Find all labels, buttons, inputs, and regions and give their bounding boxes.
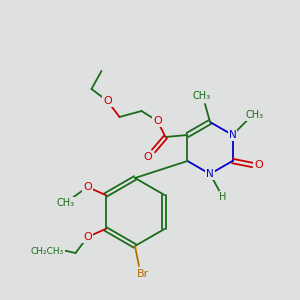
Text: O: O	[143, 152, 152, 162]
Text: O: O	[103, 96, 112, 106]
Text: CH₂CH₃: CH₂CH₃	[31, 247, 64, 256]
Text: O: O	[254, 160, 263, 170]
Text: N: N	[206, 169, 214, 179]
Text: CH₃: CH₃	[245, 110, 264, 120]
Text: O: O	[153, 116, 162, 126]
Text: N: N	[229, 130, 236, 140]
Text: H: H	[219, 192, 227, 202]
Text: O: O	[83, 182, 92, 192]
Text: O: O	[83, 232, 92, 242]
Text: CH₃: CH₃	[193, 91, 211, 101]
Text: Br: Br	[137, 269, 149, 279]
Text: CH₃: CH₃	[56, 198, 75, 208]
